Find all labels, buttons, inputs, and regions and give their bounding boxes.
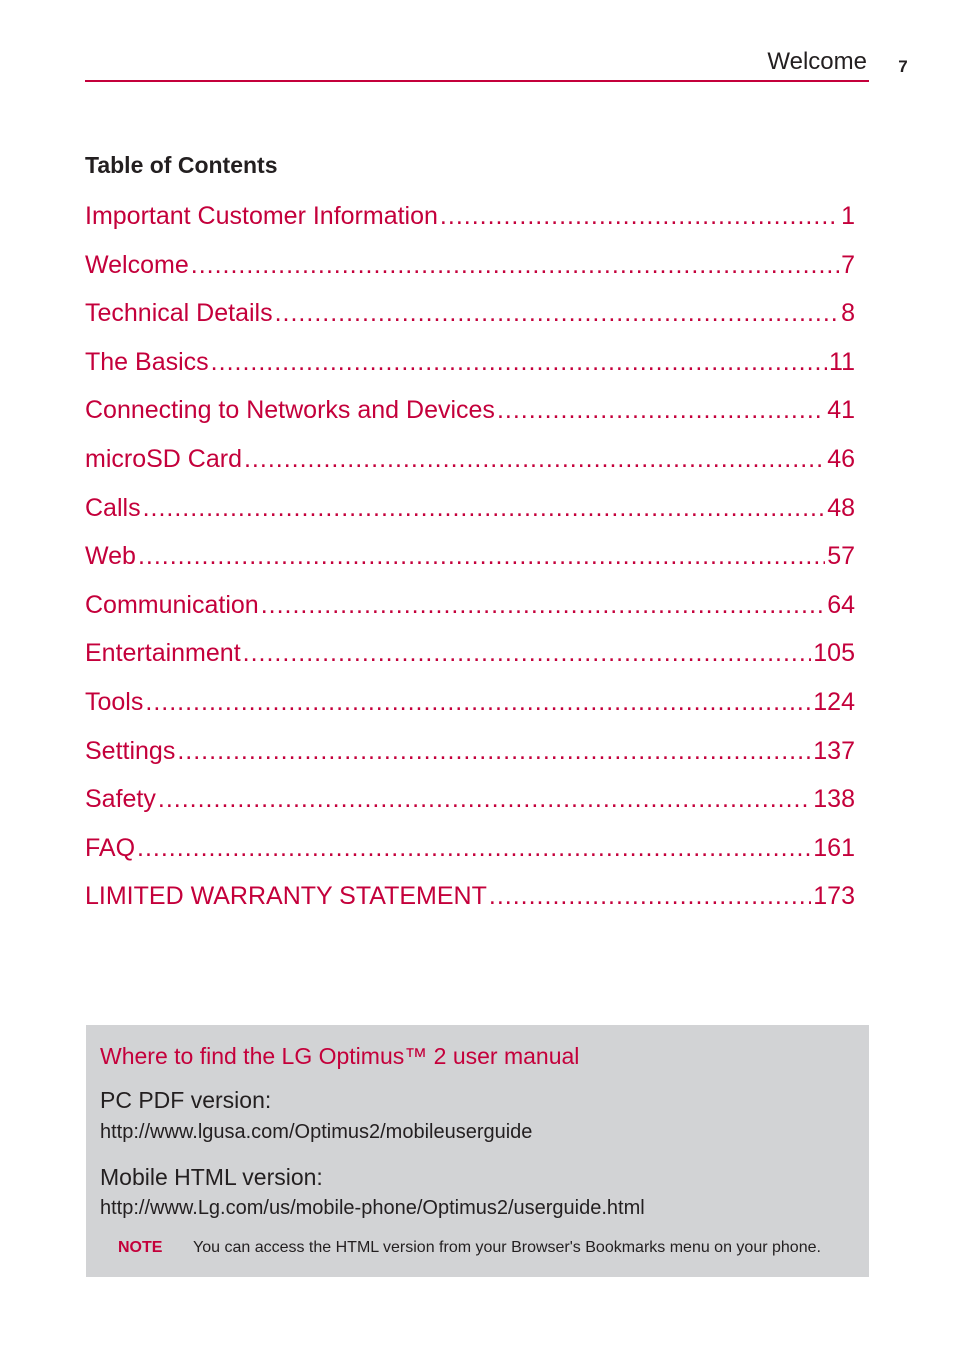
toc-entry[interactable]: LIMITED WARRANTY STATEMENT 173 <box>85 882 855 931</box>
toc-entry-page: 11 <box>829 347 855 376</box>
toc-entry-title: The Basics <box>85 347 209 376</box>
toc-dot-leader <box>261 591 826 620</box>
toc-entry-title: Communication <box>85 590 259 619</box>
toc-dot-leader <box>244 445 825 474</box>
toc-entry-title: Connecting to Networks and Devices <box>85 396 495 425</box>
toc-entry-page: 161 <box>813 833 855 862</box>
toc-entry[interactable]: Technical Details 8 <box>85 299 855 348</box>
toc-entry-page: 1 <box>841 202 855 230</box>
page-number: 7 <box>898 57 908 76</box>
note-text: You can access the HTML version from you… <box>193 1239 821 1256</box>
toc-entry-page: 124 <box>813 687 855 716</box>
manual-box-title: Where to find the LG Optimus™ 2 user man… <box>100 1043 580 1069</box>
toc-entry[interactable]: Settings 137 <box>85 737 855 786</box>
toc-entry-page: 57 <box>827 542 855 571</box>
note-label: NOTE <box>118 1239 163 1256</box>
toc-entry-page: 138 <box>813 785 855 814</box>
toc-heading: Table of Contents <box>85 152 278 178</box>
manual-location-box: Where to find the LG Optimus™ 2 user man… <box>86 1025 869 1277</box>
pc-version-label: PC PDF version: <box>100 1087 272 1113</box>
toc-entry[interactable]: Entertainment 105 <box>85 639 855 688</box>
toc-entry-page: 8 <box>841 299 855 328</box>
toc-dot-leader <box>138 542 825 571</box>
pc-version-url[interactable]: http://www.lgusa.com/Optimus2/mobileuser… <box>100 1121 533 1143</box>
toc-dot-leader <box>191 251 839 280</box>
toc-dot-leader <box>211 348 827 377</box>
header-divider <box>85 80 869 82</box>
toc-list: Important Customer Information 1 Welcome 7 T… <box>85 202 855 931</box>
toc-entry[interactable]: FAQ 161 <box>85 834 855 883</box>
toc-dot-leader <box>143 494 826 523</box>
toc-dot-leader <box>158 785 811 814</box>
toc-entry-title: Technical Details <box>85 299 273 328</box>
toc-entry-title: Tools <box>85 687 144 716</box>
toc-entry[interactable]: The Basics 11 <box>85 348 855 397</box>
toc-entry-title: microSD Card <box>85 444 242 473</box>
toc-entry-title: FAQ <box>85 833 136 862</box>
toc-entry[interactable]: Web 57 <box>85 542 855 591</box>
toc-entry[interactable]: Connecting to Networks and Devices 41 <box>85 396 855 445</box>
toc-dot-leader <box>243 639 812 668</box>
running-header-title: Welcome <box>767 48 867 75</box>
toc-entry-title: Important Customer Information <box>85 202 438 230</box>
toc-entry-page: 173 <box>813 882 855 911</box>
toc-dot-leader <box>275 299 840 328</box>
toc-dot-leader <box>177 737 811 766</box>
toc-entry[interactable]: Safety 138 <box>85 785 855 834</box>
toc-entry[interactable]: microSD Card 46 <box>85 445 855 494</box>
toc-entry-page: 46 <box>827 444 855 473</box>
toc-entry[interactable]: Welcome 7 <box>85 251 855 300</box>
toc-entry-page: 7 <box>841 250 855 279</box>
toc-entry-title: Safety <box>85 785 156 814</box>
mobile-version-label: Mobile HTML version: <box>100 1164 323 1190</box>
toc-entry[interactable]: Calls 48 <box>85 494 855 543</box>
toc-dot-leader <box>137 834 811 863</box>
toc-entry-page: 137 <box>813 736 855 765</box>
toc-entry-title: Calls <box>85 493 141 522</box>
toc-dot-leader <box>489 882 811 911</box>
mobile-version-url[interactable]: http://www.Lg.com/us/mobile-phone/Optimu… <box>100 1197 645 1219</box>
toc-entry-page: 64 <box>827 590 855 619</box>
toc-entry-page: 41 <box>827 396 855 425</box>
toc-entry-page: 105 <box>813 639 855 668</box>
toc-dot-leader <box>145 688 811 717</box>
toc-entry-title: LIMITED WARRANTY STATEMENT <box>85 882 487 911</box>
toc-entry-title: Web <box>85 542 136 571</box>
toc-entry[interactable]: Important Customer Information 1 <box>85 202 855 251</box>
toc-entry-title: Welcome <box>85 250 189 279</box>
toc-entry-page: 48 <box>827 493 855 522</box>
toc-dot-leader <box>497 396 825 425</box>
toc-dot-leader <box>440 202 839 231</box>
toc-entry[interactable]: Communication 64 <box>85 591 855 640</box>
toc-entry-title: Entertainment <box>85 639 241 668</box>
toc-entry[interactable]: Tools 124 <box>85 688 855 737</box>
toc-entry-title: Settings <box>85 736 176 765</box>
